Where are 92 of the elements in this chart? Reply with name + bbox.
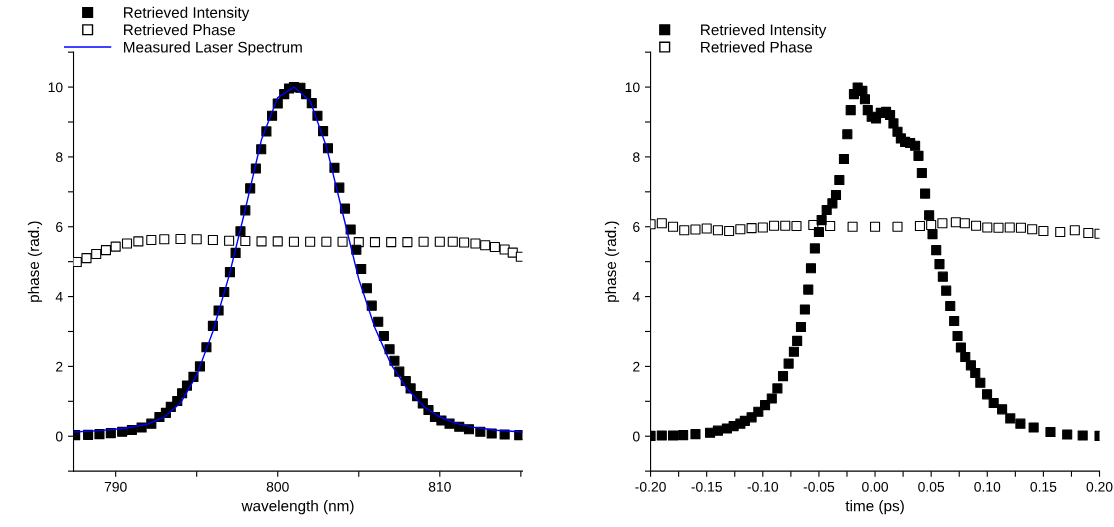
point — [418, 236, 429, 247]
x-tick-label: 0.20 — [1086, 481, 1113, 492]
legend-label: Retrieved Intensity — [124, 6, 250, 21]
point — [656, 218, 667, 229]
point — [757, 222, 768, 233]
point — [971, 220, 982, 231]
y-axis-title: phase (rad.) — [27, 221, 43, 302]
point — [690, 224, 701, 235]
point — [386, 237, 397, 248]
point — [724, 225, 735, 236]
point — [175, 233, 186, 245]
point — [100, 245, 111, 256]
x-axis-title: time (ps) — [845, 500, 904, 515]
point — [701, 223, 712, 234]
point — [240, 236, 251, 247]
y-axis-title: phase (rad.) — [604, 221, 620, 302]
x-tick-label: -0.10 — [747, 481, 779, 492]
point — [892, 221, 903, 232]
point — [321, 236, 332, 247]
legend-label: Retrieved Phase — [701, 41, 813, 53]
x-tick-label: 790 — [104, 481, 127, 492]
y-tick-label: 2 — [633, 361, 640, 372]
point — [191, 234, 202, 245]
point — [133, 236, 144, 247]
point — [434, 236, 445, 247]
point — [1004, 222, 1015, 233]
x-tick-label: -0.20 — [635, 481, 666, 492]
point — [146, 234, 157, 246]
x-tick-label: -0.05 — [803, 481, 835, 492]
point — [914, 220, 925, 232]
point — [993, 222, 1004, 233]
point — [735, 224, 746, 235]
point — [224, 235, 235, 246]
point — [1015, 222, 1027, 233]
point — [950, 217, 961, 228]
point — [121, 238, 133, 249]
point — [402, 237, 413, 248]
x-tick-label: 800 — [266, 481, 289, 492]
y-tick-label: 2 — [56, 361, 63, 372]
point — [959, 218, 970, 229]
point — [207, 234, 218, 246]
point — [256, 236, 267, 247]
point — [447, 236, 458, 247]
legend-label: Retrieved Intensity — [701, 24, 827, 39]
legend-label: Retrieved Phase — [124, 24, 236, 36]
y-tick-label: 10 — [48, 82, 63, 93]
point — [272, 236, 283, 247]
point — [288, 236, 299, 247]
point — [480, 240, 491, 251]
point — [459, 237, 470, 248]
y-tick-label: 4 — [632, 292, 640, 302]
legend-label: Measured Laser Spectrum — [124, 41, 302, 56]
y-tick-label: 0 — [632, 431, 640, 442]
x-tick-label: 0.00 — [862, 481, 889, 492]
point — [369, 237, 381, 248]
y-tick-label: 6 — [633, 222, 640, 232]
y-tick-label: 10 — [625, 82, 640, 93]
point — [746, 223, 757, 234]
point — [91, 248, 102, 260]
y-tick-label: 8 — [55, 152, 63, 163]
point — [1083, 227, 1094, 239]
point — [305, 236, 316, 247]
point — [1038, 225, 1049, 236]
y-tick-label: 0 — [55, 431, 63, 442]
point — [780, 220, 791, 231]
point — [712, 225, 723, 236]
point — [937, 218, 948, 229]
point — [869, 221, 881, 232]
point — [1069, 225, 1080, 236]
y-tick-label: 4 — [55, 292, 63, 302]
x-tick-label: -0.15 — [691, 481, 722, 492]
point — [81, 253, 92, 264]
point — [667, 221, 679, 232]
y-tick-label: 8 — [633, 152, 640, 163]
point — [982, 222, 993, 233]
point — [768, 220, 780, 231]
point — [791, 220, 802, 232]
x-tick-label: 0.05 — [918, 481, 945, 492]
x-tick-label: 810 — [428, 481, 451, 492]
point — [110, 241, 121, 252]
y-tick-label: 6 — [56, 222, 63, 232]
x-tick-label: 0.15 — [1030, 481, 1057, 492]
point — [337, 236, 348, 247]
point — [679, 225, 690, 236]
point — [847, 221, 858, 232]
point — [1027, 224, 1038, 235]
point — [825, 220, 836, 232]
point — [1055, 226, 1066, 238]
point — [159, 234, 170, 245]
point — [470, 238, 481, 249]
x-tick-label: 0.10 — [974, 481, 1001, 492]
x-axis-title: wavelength (nm) — [241, 500, 354, 515]
